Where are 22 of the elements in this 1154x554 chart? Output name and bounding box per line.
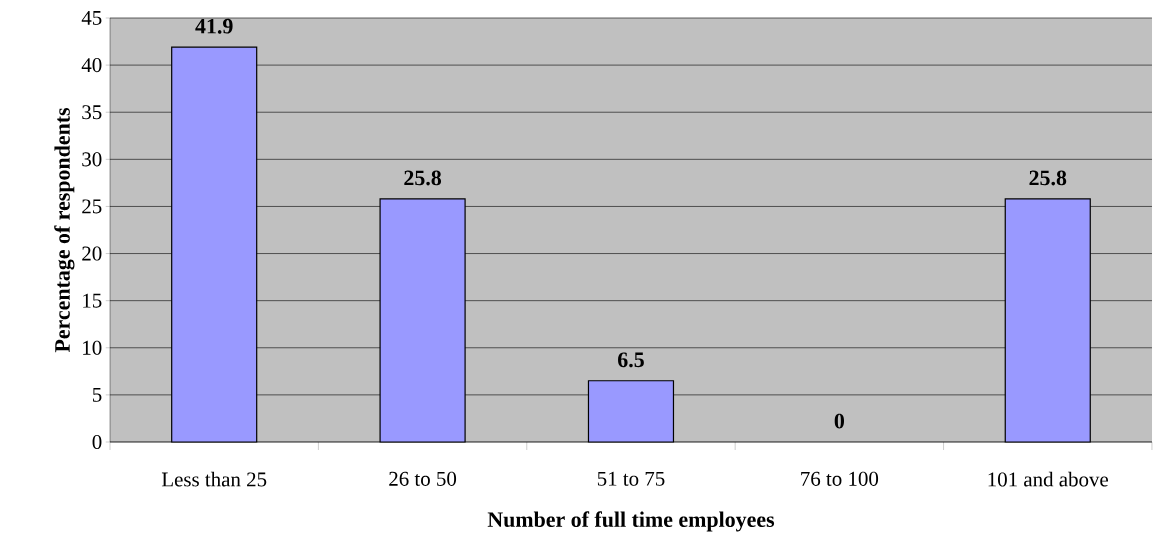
y-axis-title: Percentage of respondents: [54, 107, 75, 353]
x-axis-title: Number of full time employees: [487, 511, 775, 532]
y-tick-label: 35: [82, 105, 102, 120]
y-tick-label: 10: [83, 340, 102, 355]
x-tick-label: 51 to 75: [597, 471, 665, 486]
y-tick-label: 15: [83, 293, 102, 308]
y-tick-label: 0: [92, 434, 102, 450]
y-tick-label: 20: [82, 246, 102, 261]
data-label: 25.8: [404, 170, 442, 186]
y-tick-label: 25: [82, 199, 102, 214]
y-tick-label: 5: [92, 387, 102, 402]
x-tick-label: 101 and above: [988, 471, 1109, 487]
x-tick-label: 26 to 50: [389, 471, 457, 486]
data-label: 41.9: [195, 18, 233, 34]
y-tick-label: 45: [81, 11, 102, 25]
data-label: 6.5: [618, 352, 644, 368]
data-label: 0: [834, 413, 845, 429]
y-tick-label: 40: [81, 58, 102, 73]
data-label: 25.8: [1029, 170, 1067, 186]
y-tick-label: 30: [82, 152, 102, 167]
x-tick-label: 76 to 100: [801, 471, 879, 486]
x-tick-label: Less than 25: [161, 471, 267, 487]
